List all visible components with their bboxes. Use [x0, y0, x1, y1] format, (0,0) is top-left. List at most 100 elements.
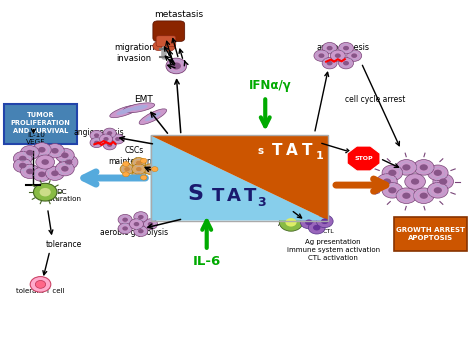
- Text: 1: 1: [316, 151, 324, 161]
- Circle shape: [158, 22, 173, 33]
- Circle shape: [90, 138, 103, 148]
- Circle shape: [122, 218, 128, 222]
- Text: S: S: [187, 184, 203, 204]
- Text: A: A: [227, 188, 241, 205]
- Circle shape: [46, 166, 64, 180]
- Circle shape: [152, 167, 158, 172]
- Text: migration
invasion: migration invasion: [114, 43, 155, 63]
- Text: IFNα/γ: IFNα/γ: [249, 79, 291, 91]
- Ellipse shape: [145, 112, 161, 121]
- Circle shape: [61, 166, 69, 172]
- Circle shape: [90, 130, 103, 140]
- Circle shape: [51, 171, 59, 176]
- Circle shape: [161, 41, 175, 51]
- Circle shape: [383, 178, 391, 185]
- Circle shape: [19, 163, 27, 168]
- Circle shape: [134, 226, 148, 236]
- Circle shape: [103, 140, 116, 150]
- Circle shape: [382, 165, 402, 180]
- FancyBboxPatch shape: [156, 36, 176, 46]
- Circle shape: [148, 222, 153, 226]
- Circle shape: [377, 174, 397, 189]
- Circle shape: [305, 220, 312, 225]
- Circle shape: [402, 193, 410, 199]
- Circle shape: [402, 164, 410, 171]
- Text: T: T: [212, 188, 225, 205]
- Circle shape: [428, 165, 448, 180]
- Circle shape: [327, 46, 333, 51]
- Circle shape: [59, 155, 78, 169]
- Circle shape: [338, 58, 354, 69]
- Circle shape: [118, 223, 132, 234]
- FancyBboxPatch shape: [4, 104, 76, 144]
- Circle shape: [388, 187, 396, 193]
- Circle shape: [129, 219, 144, 229]
- Circle shape: [111, 134, 124, 144]
- Circle shape: [94, 141, 99, 145]
- Text: EMT: EMT: [134, 95, 153, 104]
- Text: s: s: [257, 146, 264, 156]
- Ellipse shape: [130, 105, 148, 111]
- Circle shape: [55, 148, 74, 162]
- Circle shape: [123, 161, 129, 166]
- Circle shape: [434, 170, 442, 176]
- Circle shape: [20, 146, 39, 160]
- Text: cell cycle arrest: cell cycle arrest: [345, 95, 405, 104]
- FancyBboxPatch shape: [394, 217, 466, 251]
- Circle shape: [36, 281, 46, 288]
- Circle shape: [396, 188, 417, 204]
- Text: STOP: STOP: [354, 156, 373, 161]
- Polygon shape: [151, 135, 328, 221]
- Circle shape: [34, 183, 57, 201]
- Circle shape: [335, 53, 341, 58]
- Circle shape: [428, 183, 448, 198]
- Circle shape: [148, 167, 153, 171]
- Circle shape: [39, 188, 51, 197]
- Circle shape: [36, 155, 55, 169]
- Circle shape: [413, 188, 434, 204]
- Circle shape: [13, 151, 32, 166]
- Circle shape: [382, 183, 402, 198]
- Circle shape: [136, 161, 142, 165]
- Circle shape: [172, 62, 181, 69]
- Circle shape: [285, 218, 297, 226]
- Circle shape: [33, 143, 51, 157]
- Circle shape: [107, 143, 112, 147]
- Circle shape: [166, 58, 187, 74]
- Circle shape: [433, 174, 454, 189]
- Text: A: A: [286, 143, 298, 158]
- Text: tolerance: tolerance: [46, 240, 82, 249]
- Text: DC
maturation: DC maturation: [42, 189, 82, 202]
- Text: T: T: [272, 143, 282, 158]
- FancyBboxPatch shape: [153, 21, 185, 42]
- Circle shape: [138, 215, 144, 219]
- Circle shape: [316, 215, 333, 227]
- Circle shape: [100, 134, 113, 144]
- Circle shape: [107, 131, 112, 135]
- Circle shape: [115, 137, 120, 141]
- Ellipse shape: [110, 105, 140, 118]
- Circle shape: [20, 164, 39, 178]
- Circle shape: [346, 50, 362, 61]
- Text: IL-10
VEGF: IL-10 VEGF: [26, 132, 46, 145]
- Circle shape: [103, 137, 109, 141]
- Circle shape: [33, 167, 51, 182]
- Text: T: T: [244, 188, 256, 205]
- Circle shape: [55, 162, 74, 176]
- Circle shape: [439, 178, 447, 185]
- Text: angiogenesis: angiogenesis: [74, 129, 124, 137]
- Circle shape: [319, 53, 324, 58]
- Circle shape: [313, 225, 320, 230]
- Text: metastasis: metastasis: [154, 10, 203, 19]
- Circle shape: [140, 175, 147, 180]
- Circle shape: [413, 159, 434, 175]
- Circle shape: [136, 173, 142, 178]
- Circle shape: [134, 222, 139, 226]
- Circle shape: [419, 164, 428, 171]
- Circle shape: [343, 46, 349, 51]
- Circle shape: [38, 172, 46, 177]
- Circle shape: [122, 226, 128, 231]
- Circle shape: [419, 193, 428, 199]
- Circle shape: [118, 214, 132, 225]
- Circle shape: [103, 128, 116, 138]
